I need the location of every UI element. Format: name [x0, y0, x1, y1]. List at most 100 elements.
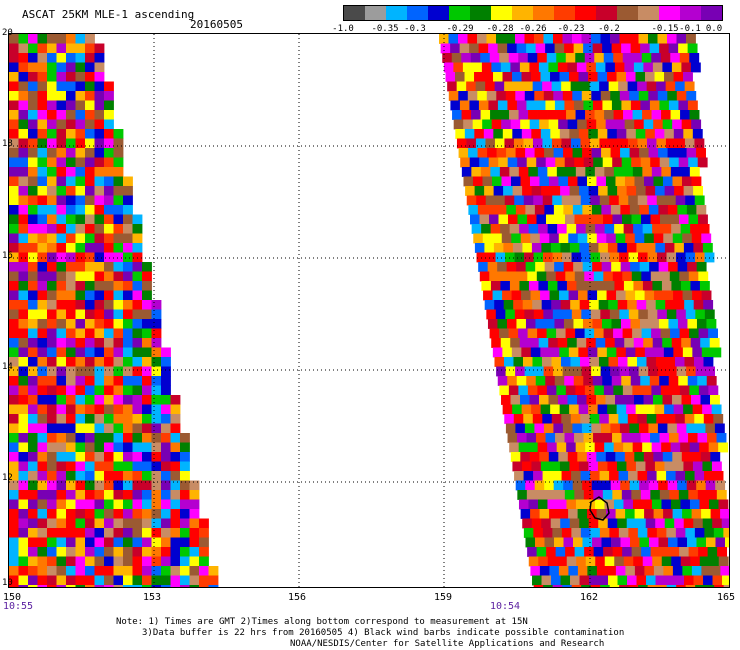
swath-cell	[94, 471, 105, 481]
swath-cell	[521, 404, 532, 415]
swath-cell	[477, 34, 487, 44]
swath-cell	[503, 300, 514, 310]
swath-cell	[75, 442, 86, 453]
swath-cell	[623, 556, 634, 567]
swath-cell	[534, 423, 545, 434]
swath-cell	[66, 129, 76, 139]
swath-cell	[669, 157, 680, 168]
swath-cell	[517, 433, 527, 443]
swath-cell	[596, 119, 607, 130]
swath-cell	[104, 186, 114, 196]
swath-cell	[66, 262, 76, 272]
swath-cell	[625, 509, 636, 519]
swath-cell	[66, 537, 76, 548]
swath-cell	[598, 300, 609, 310]
swath-cell	[529, 62, 540, 73]
swath-cell	[524, 34, 535, 44]
swath-cell	[37, 271, 48, 282]
swath-cell	[104, 499, 114, 510]
swath-cell	[18, 195, 29, 206]
swath-cell	[610, 34, 620, 44]
swath-cell	[642, 224, 653, 234]
swath-cell	[639, 480, 650, 491]
swath-cell	[490, 110, 500, 120]
swath-cell	[691, 395, 701, 405]
swath-cell	[85, 490, 95, 500]
swath-cell	[499, 328, 509, 339]
swath-cell	[640, 490, 651, 500]
swath-cell	[75, 34, 86, 44]
swath-cell	[531, 243, 542, 253]
swath-cell	[56, 91, 67, 101]
swath-cell	[616, 72, 627, 82]
swath-cell	[85, 575, 95, 586]
swath-cell	[123, 404, 133, 415]
swath-cell	[665, 575, 675, 586]
swath-cell	[495, 195, 506, 206]
swath-cell	[9, 528, 19, 538]
swath-cell	[170, 566, 181, 576]
swath-cell	[578, 404, 589, 415]
swath-cell	[591, 423, 602, 434]
swath-cell	[94, 176, 105, 187]
swath-cell	[641, 271, 652, 282]
swath-cell	[66, 328, 76, 339]
swath-cell	[528, 224, 539, 234]
swath-cell	[548, 119, 559, 130]
swath-cell	[595, 556, 606, 567]
swath-cell	[142, 338, 152, 348]
swath-cell	[85, 499, 95, 510]
swath-cell	[528, 442, 539, 453]
swath-cell	[471, 110, 481, 120]
swath-cell	[28, 167, 38, 177]
swath-cell	[37, 300, 48, 310]
swath-cell	[480, 53, 491, 63]
swath-cell	[18, 395, 29, 405]
swath-cell	[28, 518, 38, 529]
swath-cell	[650, 433, 660, 443]
color-scale-label: -0.28	[486, 24, 514, 34]
swath-cell	[679, 328, 690, 339]
swath-cell	[660, 385, 671, 396]
swath-cell	[600, 34, 611, 44]
swath-cell	[690, 281, 701, 291]
swath-cell	[104, 252, 114, 263]
swath-cell	[47, 233, 57, 244]
swath-cell	[9, 300, 19, 310]
swath-cell	[565, 214, 575, 225]
swath-cell	[66, 319, 76, 329]
swath-cell	[512, 243, 523, 253]
swath-cell	[711, 347, 722, 358]
swath-cell	[66, 110, 76, 120]
swath-cell	[18, 423, 29, 434]
swath-cell	[491, 62, 502, 73]
swath-cell	[708, 499, 719, 510]
swath-cell	[123, 423, 133, 434]
swath-cell	[94, 366, 105, 377]
swath-cell	[75, 423, 86, 434]
swath-cell	[561, 81, 572, 92]
swath-cell	[605, 338, 616, 348]
swath-cell	[541, 243, 552, 253]
swath-cell	[123, 205, 133, 215]
swath-cell	[647, 195, 658, 206]
swath-cell	[659, 490, 670, 500]
swath-cell	[598, 518, 609, 529]
swath-cell	[600, 585, 611, 595]
swath-cell	[9, 129, 19, 139]
swath-cell	[579, 518, 590, 529]
swath-cell	[85, 338, 95, 348]
swath-cell	[491, 338, 502, 348]
swath-cell	[602, 43, 613, 54]
swath-cell	[586, 452, 597, 462]
swath-cell	[170, 509, 181, 519]
swath-cell	[132, 366, 143, 377]
swath-cell	[516, 376, 527, 386]
swath-cell	[532, 414, 543, 424]
swath-cell	[561, 471, 572, 481]
swath-cell	[532, 357, 543, 367]
swath-cell	[515, 366, 526, 377]
swath-cell	[650, 271, 661, 282]
swath-cell	[534, 91, 545, 101]
swath-cell	[617, 186, 628, 196]
